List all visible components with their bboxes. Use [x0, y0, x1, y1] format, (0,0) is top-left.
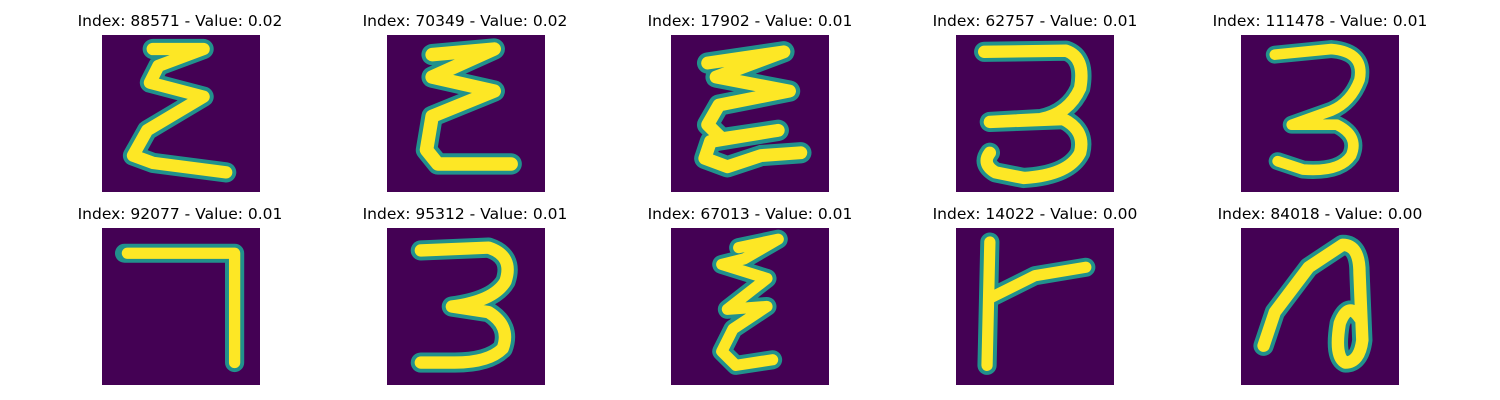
digit-image — [1241, 35, 1399, 192]
panel-9: Index: 84018 - Value: 0.00 — [1170, 193, 1470, 393]
panel-title: Index: 67013 - Value: 0.01 — [647, 205, 853, 223]
digit-image — [102, 35, 260, 192]
digit-image — [671, 35, 829, 192]
digit-image — [956, 228, 1114, 385]
panel-5: Index: 92077 - Value: 0.01 — [30, 193, 330, 393]
panel-4: Index: 111478 - Value: 0.01 — [1170, 0, 1470, 200]
panel-8: Index: 14022 - Value: 0.00 — [885, 193, 1185, 393]
digit-image — [956, 35, 1114, 192]
panel-title: Index: 88571 - Value: 0.02 — [77, 12, 283, 30]
panel-title: Index: 92077 - Value: 0.01 — [77, 205, 283, 223]
panel-7: Index: 67013 - Value: 0.01 — [600, 193, 900, 393]
digit-image — [387, 35, 545, 192]
panel-title: Index: 111478 - Value: 0.01 — [1212, 12, 1428, 30]
panel-title: Index: 14022 - Value: 0.00 — [932, 205, 1138, 223]
panel-title: Index: 17902 - Value: 0.01 — [647, 12, 853, 30]
panel-title: Index: 84018 - Value: 0.00 — [1217, 205, 1423, 223]
digit-image — [102, 228, 260, 385]
panel-6: Index: 95312 - Value: 0.01 — [315, 193, 615, 393]
panel-0: Index: 88571 - Value: 0.02 — [30, 0, 330, 200]
panel-1: Index: 70349 - Value: 0.02 — [315, 0, 615, 200]
digit-image — [671, 228, 829, 385]
panel-3: Index: 62757 - Value: 0.01 — [885, 0, 1185, 200]
panel-title: Index: 70349 - Value: 0.02 — [362, 12, 568, 30]
digit-image — [387, 228, 545, 385]
panel-title: Index: 95312 - Value: 0.01 — [362, 205, 568, 223]
panel-title: Index: 62757 - Value: 0.01 — [932, 12, 1138, 30]
digit-image — [1241, 228, 1399, 385]
panel-2: Index: 17902 - Value: 0.01 — [600, 0, 900, 200]
